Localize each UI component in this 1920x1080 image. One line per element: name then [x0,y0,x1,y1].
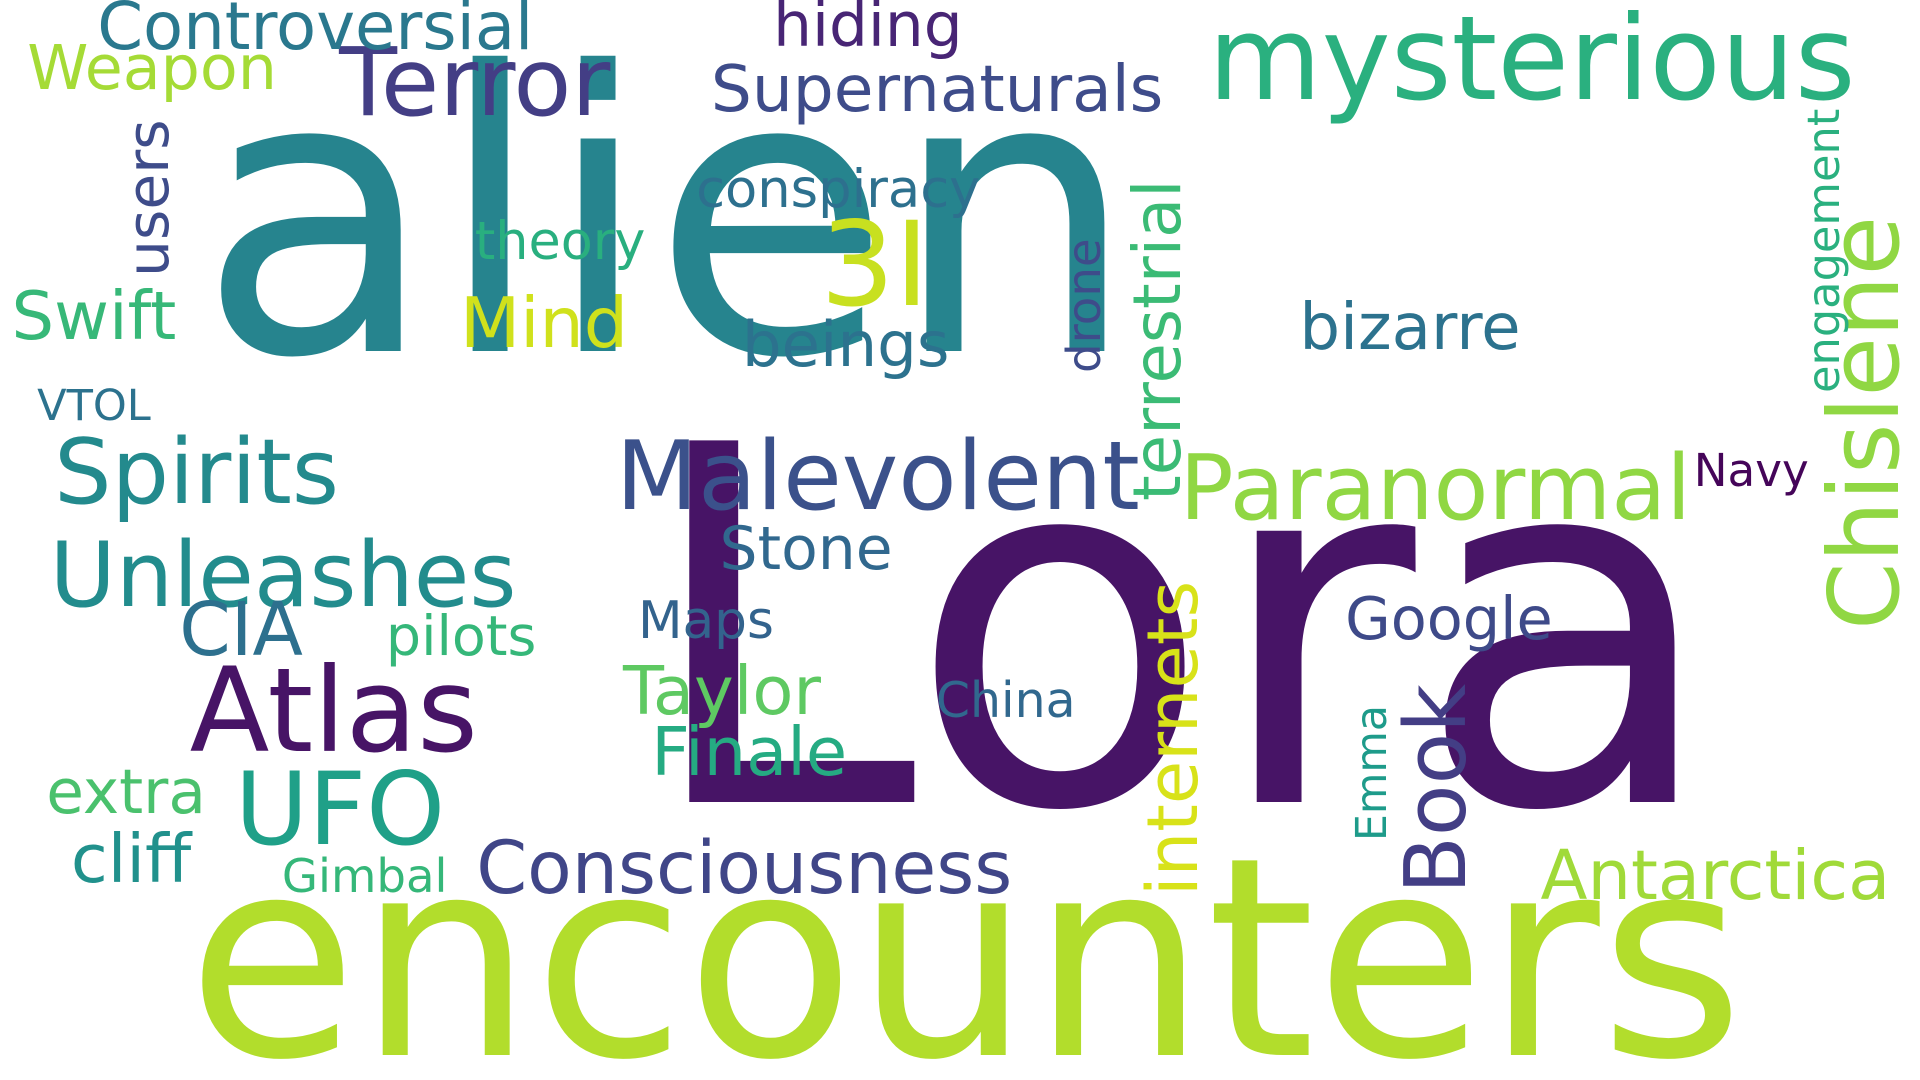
word-extra: extra [46,756,206,828]
word-3i: 3I [820,197,930,334]
word-alien: alien [197,0,1138,444]
word-users: users [114,118,183,277]
word-weapon: Weapon [27,32,277,105]
word-theory: theory [474,211,646,273]
word-cia: CIA [179,587,303,673]
word-engagement: engagement [1798,108,1851,394]
word-mysterious: mysterious [1207,0,1856,127]
word-stone: Stone [719,514,893,585]
word-swift: Swift [11,276,177,355]
word-china: China [935,671,1076,729]
word-malevolent: Malevolent [615,420,1140,533]
word-pilots: pilots [385,605,537,670]
word-taylor: Taylor [623,651,821,730]
word-maps: Maps [637,591,774,652]
word-lora: Lora [640,341,1720,919]
word-bizarre: bizarre [1299,289,1521,365]
word-terror: Terror [339,28,611,139]
word-encounters: encounters [187,799,1745,1080]
word-consciousness: Consciousness [476,825,1013,911]
word-vtol: VTOL [37,381,151,432]
word-controversial: Controversial [97,0,534,65]
word-gimbal: Gimbal [281,849,448,904]
word-unleashes: Unleashes [49,522,517,628]
word-antarctica: Antarctica [1540,836,1891,917]
word-drone: drone [1058,238,1113,374]
word-paranormal: Paranormal [1179,436,1692,541]
word-conspiracy: conspiracy [696,159,981,221]
word-beings: beings [741,307,950,381]
word-cliff: cliff [70,819,192,898]
word-book: Book [1387,683,1486,894]
word-ufo: UFO [234,750,446,868]
word-spirits: Spirits [54,420,339,526]
word-google: Google [1345,583,1553,653]
word-internets: internets [1132,581,1215,897]
word-mind: Mind [459,283,629,365]
word-navy: Navy [1693,444,1809,498]
word-terrestrial: terrestrial [1120,179,1197,501]
word-hiding: hiding [773,0,963,62]
word-finale: Finale [651,713,848,792]
word-atlas: Atlas [189,642,478,779]
word-supernaturals: Supernaturals [710,51,1164,127]
